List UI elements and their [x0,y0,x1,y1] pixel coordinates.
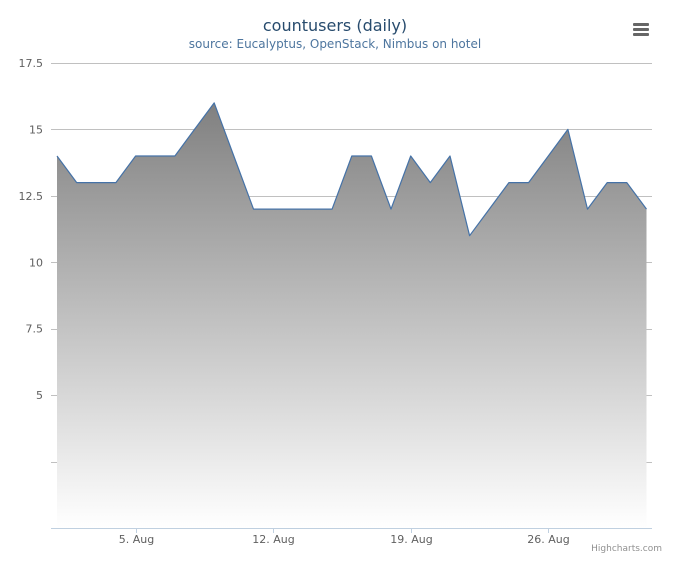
area-fill [57,102,647,529]
data-point [409,154,413,158]
data-point [114,181,118,185]
x-tick-label: 12. Aug [252,533,294,546]
data-point [212,101,216,105]
data-point [75,181,79,185]
data-point [566,127,570,131]
x-tick-label: 5. Aug [119,533,154,546]
data-point [369,154,373,158]
data-point [252,207,256,211]
data-point [271,207,275,211]
y-tick-label: 7.5 [26,323,44,336]
data-point [291,207,295,211]
data-point [507,181,511,185]
data-point [625,181,629,185]
y-tick-label: 15 [29,123,43,136]
data-point [605,181,609,185]
credits-link[interactable]: Highcharts.com [591,544,662,554]
data-point [232,154,236,158]
data-point [350,154,354,158]
series-line [56,102,647,237]
context-menu-button[interactable] [627,17,655,41]
data-point [487,207,491,211]
x-tick-label: 26. Aug [527,533,569,546]
y-tick-label: 17.5 [19,57,44,70]
data-point [330,207,334,211]
tick-labels: 5. Aug 12. Aug 19. Aug 26. Aug 5 7.5 10 12.5 15 1… [19,57,570,546]
data-point [153,154,157,158]
y-tick-label: 5 [36,389,43,402]
data-point [448,154,452,158]
data-point [645,207,649,211]
data-point [468,234,472,238]
data-point [310,207,314,211]
data-point [55,154,59,158]
y-tick-label: 12.5 [19,190,44,203]
data-point [193,127,197,131]
x-tick-label: 19. Aug [390,533,432,546]
series-area [55,101,649,529]
data-point [527,181,531,185]
data-point [546,154,550,158]
data-point [134,154,138,158]
data-point [586,207,590,211]
chart-title: countusers (daily) [262,16,408,35]
data-point [173,154,177,158]
data-point [428,181,432,185]
data-point [94,181,98,185]
hamburger-menu-icon [633,23,649,26]
chart-subtitle: source: Eucalyptus, OpenStack, Nimbus on… [188,37,482,51]
axes [51,528,652,533]
y-tick-label: 10 [29,256,43,269]
data-point [389,207,393,211]
